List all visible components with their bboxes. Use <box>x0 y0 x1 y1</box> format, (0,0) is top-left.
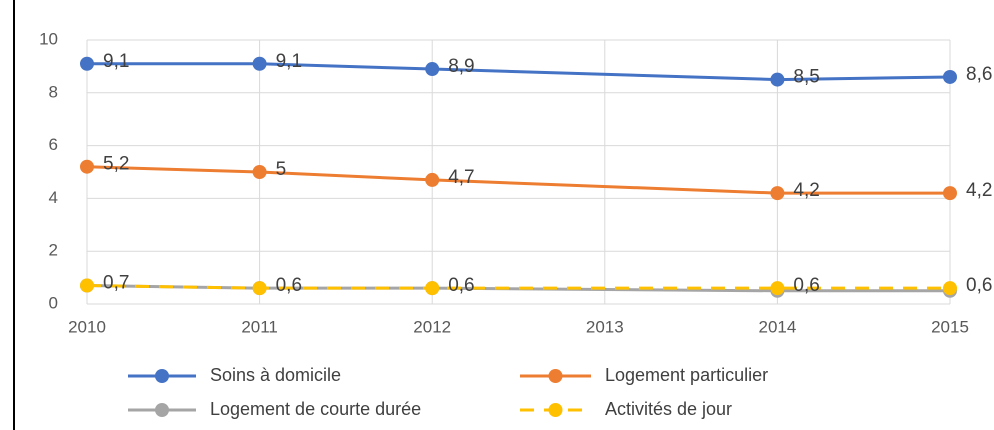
y-tick-label: 4 <box>49 188 58 207</box>
data-label: 4,2 <box>966 180 992 201</box>
data-point <box>425 172 440 187</box>
data-point <box>80 278 94 293</box>
x-tick-label: 2015 <box>931 317 969 336</box>
x-tick-label: 2014 <box>758 317 796 336</box>
y-tick-label: 2 <box>49 241 58 260</box>
data-label: 4,2 <box>793 180 819 201</box>
data-label: 0,6 <box>448 275 474 296</box>
legend-marker <box>155 369 169 383</box>
data-point <box>252 56 267 71</box>
data-label: 9,1 <box>103 51 129 72</box>
legend-label: Activités de jour <box>605 399 732 419</box>
x-tick-label: 2012 <box>413 317 451 336</box>
y-tick-label: 8 <box>49 82 58 101</box>
data-point <box>425 281 440 296</box>
data-label: 0,6 <box>276 275 302 296</box>
legend-marker <box>548 369 563 383</box>
x-tick-label: 2010 <box>68 317 106 336</box>
y-tick-label: 10 <box>39 29 58 48</box>
data-point <box>770 72 785 87</box>
legend-marker <box>155 403 169 417</box>
legend-label: Soins à domicile <box>210 365 341 385</box>
data-label: 9,1 <box>276 51 302 72</box>
data-label: 5 <box>276 159 287 180</box>
data-label: 8,9 <box>448 56 474 77</box>
data-point <box>770 186 785 201</box>
legend-marker <box>548 403 563 417</box>
data-point <box>252 165 267 179</box>
y-tick-label: 0 <box>49 293 58 312</box>
data-label: 0,6 <box>793 275 819 296</box>
data-point <box>943 281 957 296</box>
data-label: 8,6 <box>966 64 992 85</box>
legend-label: Logement de courte durée <box>210 399 421 419</box>
data-label: 5,2 <box>103 154 129 175</box>
data-point <box>425 62 440 77</box>
data-label: 8,5 <box>793 67 819 88</box>
data-point <box>943 186 957 201</box>
data-label: 0,6 <box>966 275 992 296</box>
data-point <box>943 69 957 84</box>
y-tick-label: 6 <box>49 135 58 154</box>
x-tick-label: 2011 <box>241 317 278 336</box>
x-tick-label: 2013 <box>586 317 624 336</box>
data-label: 0,7 <box>103 273 129 294</box>
data-point <box>80 56 94 71</box>
data-label: 4,7 <box>448 167 474 188</box>
legend-label: Logement particulier <box>605 365 768 385</box>
data-point <box>770 281 785 296</box>
data-point <box>252 281 267 296</box>
data-point <box>80 159 94 174</box>
